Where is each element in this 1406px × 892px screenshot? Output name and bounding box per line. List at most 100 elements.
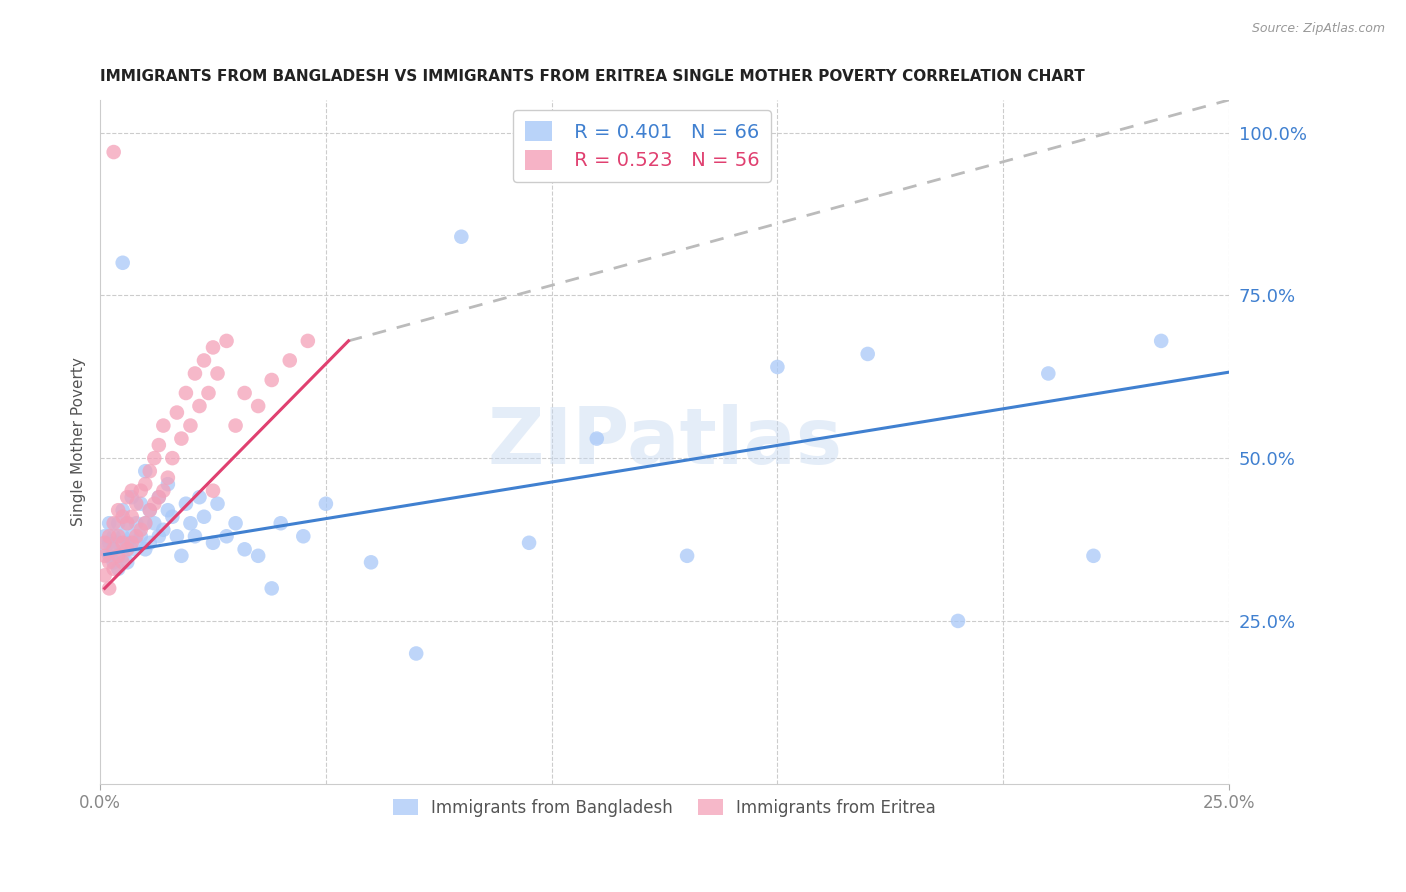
- Point: [129, 483, 152, 498]
- Point: [156, 477, 179, 491]
- Point: [103, 145, 125, 159]
- Point: [233, 542, 256, 557]
- Point: [143, 451, 166, 466]
- Point: [162, 509, 184, 524]
- Point: [139, 536, 162, 550]
- Point: [215, 334, 238, 348]
- Point: [260, 582, 283, 596]
- Point: [166, 529, 188, 543]
- Point: [93, 549, 115, 563]
- Point: [103, 562, 125, 576]
- Point: [148, 490, 170, 504]
- Point: [207, 367, 229, 381]
- Point: [107, 503, 129, 517]
- Point: [125, 516, 148, 531]
- Point: [184, 367, 207, 381]
- Point: [93, 536, 115, 550]
- Point: [174, 386, 197, 401]
- Point: [134, 464, 156, 478]
- Point: [103, 529, 125, 543]
- Point: [152, 523, 174, 537]
- Point: [93, 529, 115, 543]
- Point: [129, 529, 152, 543]
- Point: [207, 497, 229, 511]
- Point: [107, 516, 129, 531]
- Point: [111, 256, 134, 270]
- Point: [193, 353, 215, 368]
- Point: [946, 614, 969, 628]
- Point: [121, 529, 143, 543]
- Point: [98, 549, 121, 563]
- Text: ZIPatlas: ZIPatlas: [486, 404, 842, 480]
- Point: [201, 483, 224, 498]
- Point: [111, 536, 134, 550]
- Point: [107, 549, 129, 563]
- Point: [201, 340, 224, 354]
- Point: [260, 373, 283, 387]
- Point: [233, 386, 256, 401]
- Point: [111, 529, 134, 543]
- Point: [115, 555, 138, 569]
- Point: [1038, 367, 1060, 381]
- Point: [1083, 549, 1105, 563]
- Point: [174, 497, 197, 511]
- Point: [225, 418, 247, 433]
- Point: [107, 536, 129, 550]
- Point: [107, 529, 129, 543]
- Point: [148, 490, 170, 504]
- Point: [676, 549, 699, 563]
- Point: [103, 542, 125, 557]
- Point: [129, 497, 152, 511]
- Point: [139, 503, 162, 517]
- Point: [450, 229, 472, 244]
- Point: [179, 418, 201, 433]
- Point: [134, 516, 156, 531]
- Point: [225, 516, 247, 531]
- Point: [156, 503, 179, 517]
- Point: [125, 529, 148, 543]
- Point: [1150, 334, 1173, 348]
- Point: [143, 497, 166, 511]
- Point: [170, 549, 193, 563]
- Point: [129, 523, 152, 537]
- Point: [152, 483, 174, 498]
- Point: [856, 347, 879, 361]
- Point: [134, 516, 156, 531]
- Y-axis label: Single Mother Poverty: Single Mother Poverty: [72, 358, 86, 526]
- Point: [766, 359, 789, 374]
- Point: [115, 490, 138, 504]
- Point: [188, 490, 211, 504]
- Point: [121, 490, 143, 504]
- Point: [121, 483, 143, 498]
- Point: [115, 542, 138, 557]
- Point: [111, 549, 134, 563]
- Point: [179, 516, 201, 531]
- Point: [121, 509, 143, 524]
- Point: [103, 555, 125, 569]
- Point: [107, 562, 129, 576]
- Point: [115, 516, 138, 531]
- Point: [93, 568, 115, 582]
- Point: [360, 555, 382, 569]
- Point: [115, 536, 138, 550]
- Point: [247, 399, 270, 413]
- Point: [193, 509, 215, 524]
- Point: [517, 536, 540, 550]
- Point: [215, 529, 238, 543]
- Point: [125, 497, 148, 511]
- Point: [121, 536, 143, 550]
- Legend: Immigrants from Bangladesh, Immigrants from Eritrea: Immigrants from Bangladesh, Immigrants f…: [387, 792, 943, 823]
- Point: [152, 418, 174, 433]
- Point: [247, 549, 270, 563]
- Point: [111, 555, 134, 569]
- Text: IMMIGRANTS FROM BANGLADESH VS IMMIGRANTS FROM ERITREA SINGLE MOTHER POVERTY CORR: IMMIGRANTS FROM BANGLADESH VS IMMIGRANTS…: [100, 69, 1085, 84]
- Point: [98, 536, 121, 550]
- Text: Source: ZipAtlas.com: Source: ZipAtlas.com: [1251, 22, 1385, 36]
- Point: [125, 536, 148, 550]
- Point: [201, 536, 224, 550]
- Point: [98, 529, 121, 543]
- Point: [162, 451, 184, 466]
- Point: [115, 516, 138, 531]
- Point: [134, 477, 156, 491]
- Point: [197, 386, 219, 401]
